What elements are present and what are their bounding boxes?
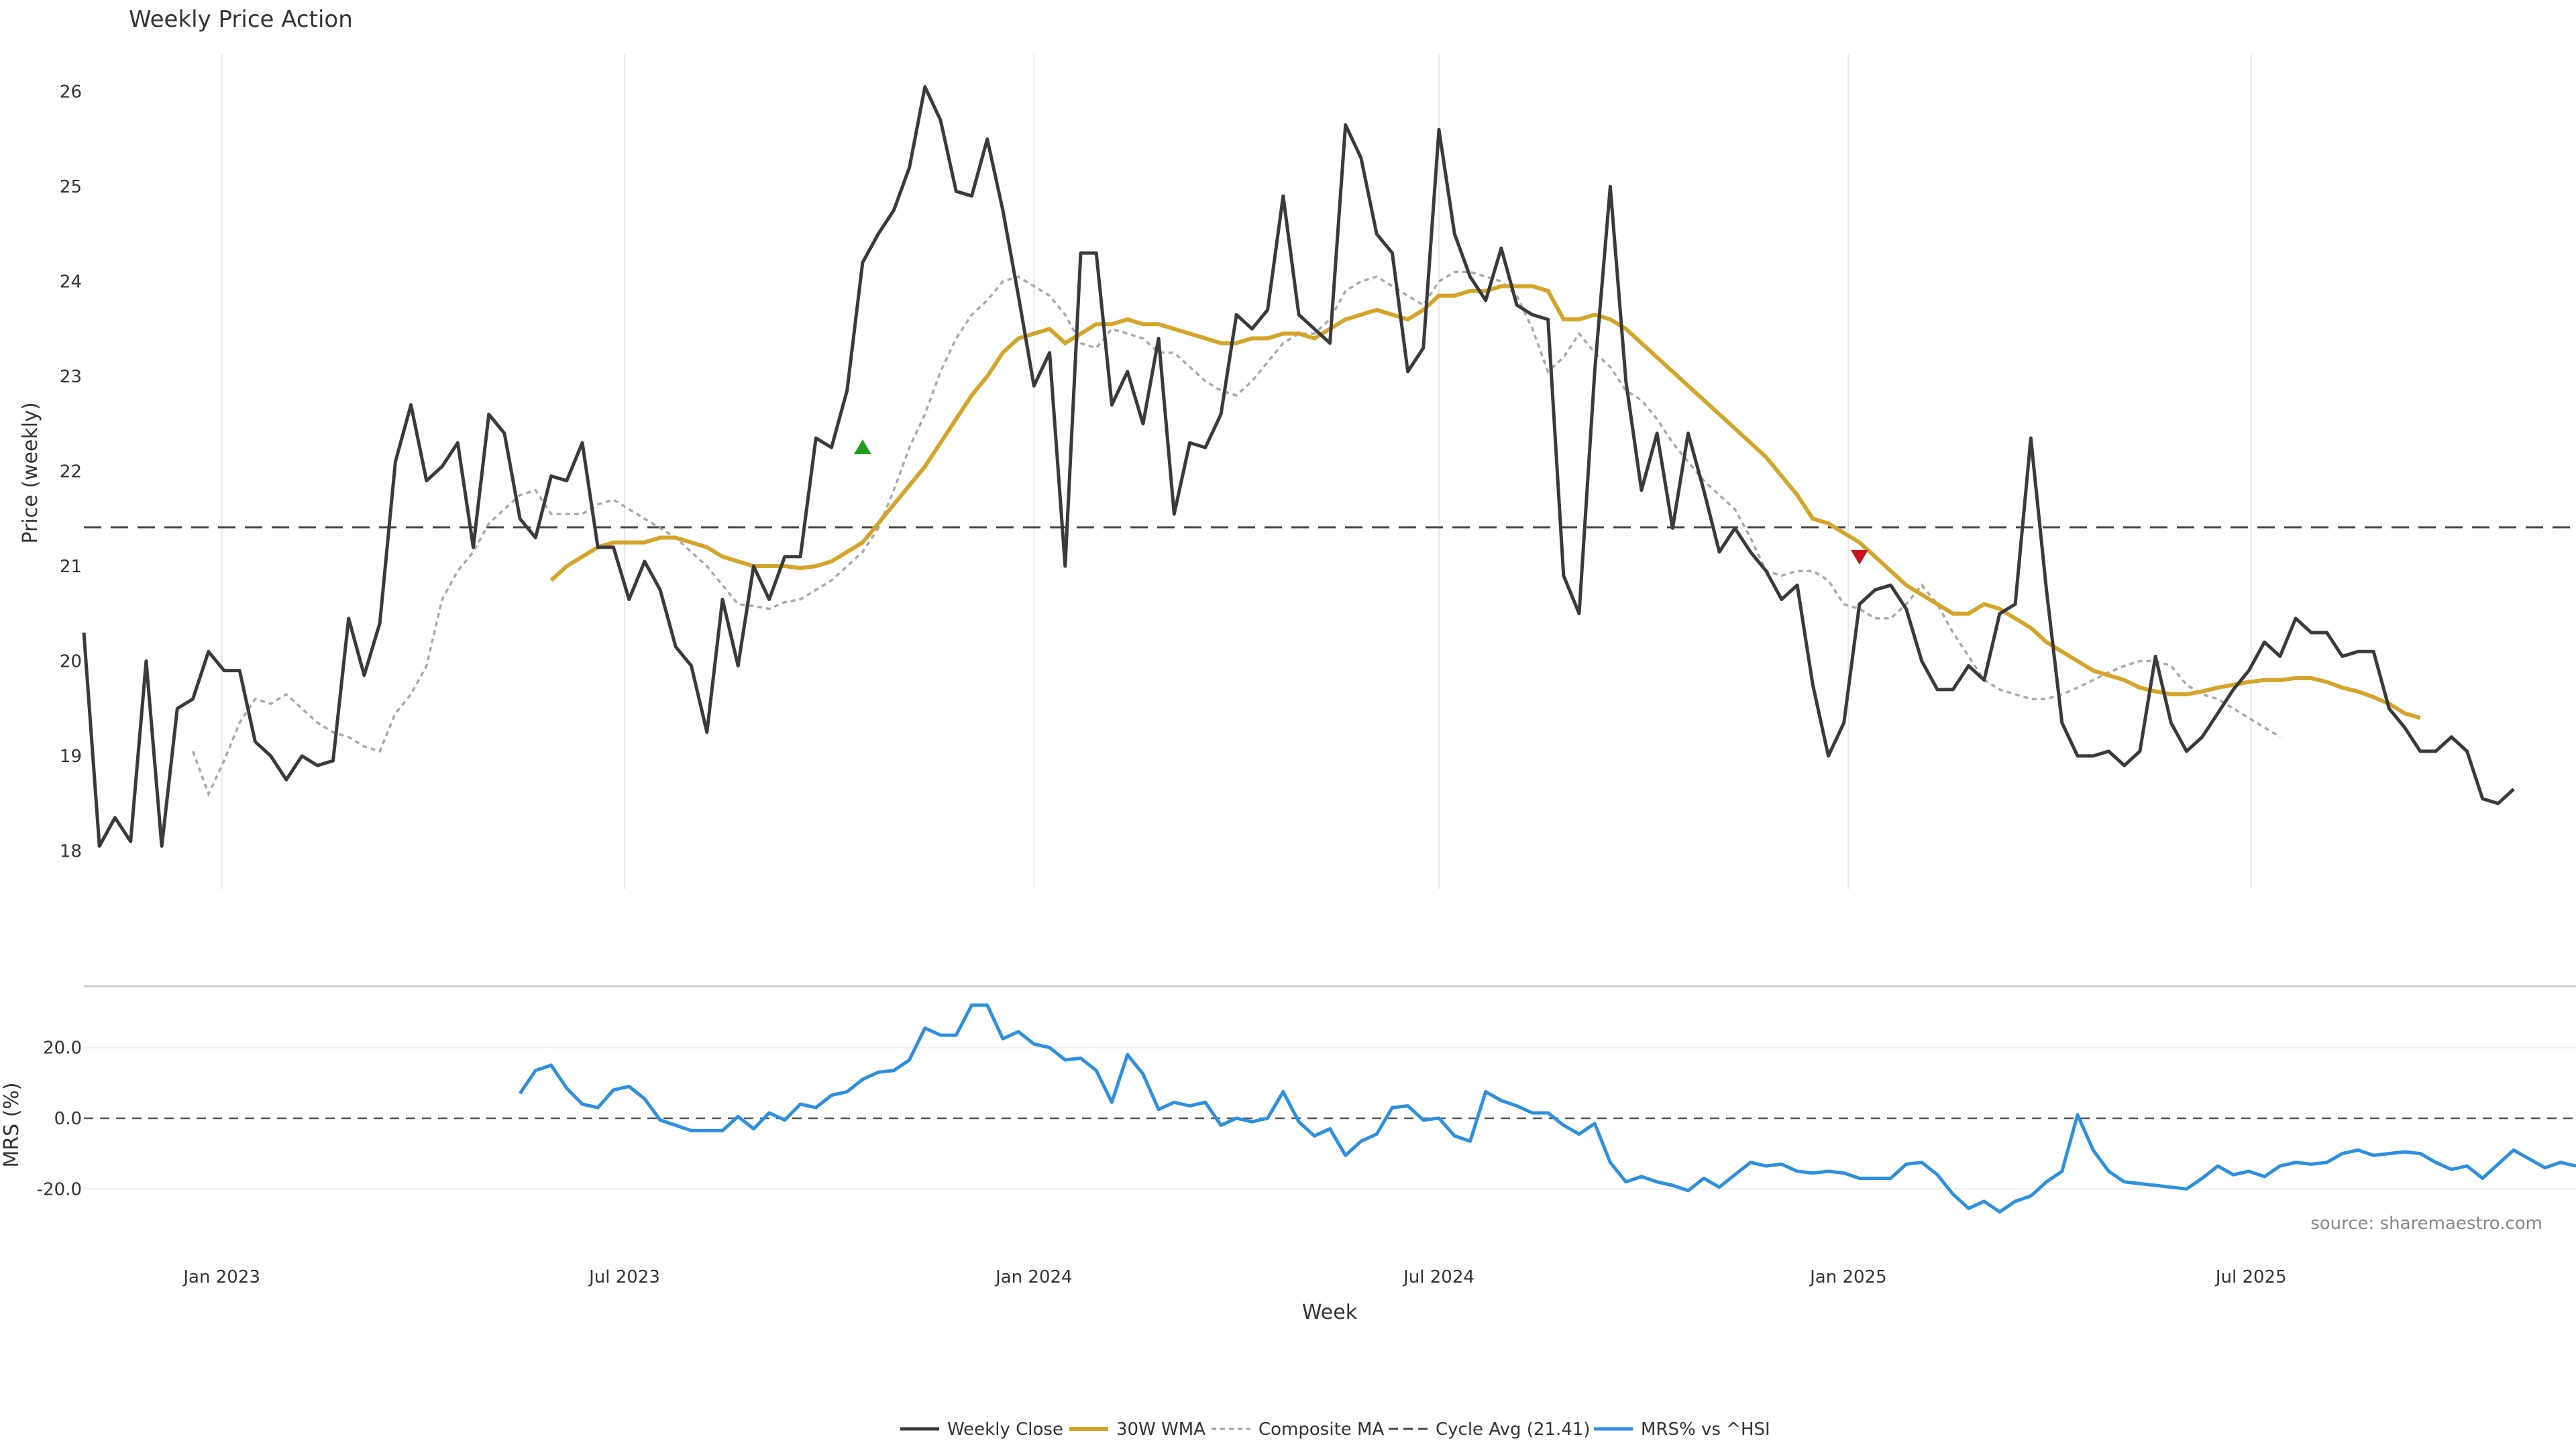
price-y-tick-label: 24 bbox=[60, 272, 82, 292]
composite-ma-line bbox=[191, 270, 2281, 798]
price-y-tick-label: 18 bbox=[60, 841, 82, 861]
price-y-tick-label: 25 bbox=[60, 177, 82, 197]
x-tick-label: Jan 2023 bbox=[182, 1267, 260, 1287]
buy-signal-marker bbox=[853, 439, 871, 455]
price-y-tick-label: 23 bbox=[60, 367, 82, 387]
sell-signal-marker bbox=[1850, 549, 1868, 565]
x-axis-ticks: Jan 2023 Jul 2023 Jan 2024 Jul 2024 Jan 2025… bbox=[182, 1267, 2286, 1287]
legend-label: 30W WMA bbox=[1116, 1419, 1205, 1440]
legend-label: Cycle Avg (21.41) bbox=[1436, 1419, 1590, 1440]
mrs-y-tick-label: 20.0 bbox=[43, 1038, 82, 1059]
price-y-tick-label: 20 bbox=[60, 651, 82, 672]
legend: Weekly Close 30W WMA Composite MA Cycle Avg… bbox=[900, 1419, 1770, 1440]
chart-title: Weekly Price Action bbox=[129, 6, 353, 33]
mrs-y-tick-label: -20.0 bbox=[37, 1179, 82, 1199]
price-y-ticks: 18 19 20 21 22 23 24 25 26 bbox=[60, 83, 82, 862]
x-tick-label: Jul 2024 bbox=[1402, 1267, 1474, 1287]
x-tick-label: Jul 2023 bbox=[588, 1267, 660, 1287]
price-panel: 18 19 20 21 22 23 24 25 26 Price (weekly) bbox=[19, 54, 2576, 889]
x-axis-label: Week bbox=[1302, 1301, 1358, 1324]
price-y-tick-label: 22 bbox=[60, 462, 82, 482]
price-vertical-grid bbox=[221, 54, 2252, 889]
x-tick-label: Jan 2024 bbox=[994, 1267, 1073, 1287]
mrs-y-axis-label: MRS (%) bbox=[0, 1082, 23, 1167]
x-tick-label: Jan 2025 bbox=[1809, 1267, 1887, 1287]
source-note: source: sharemaestro.com bbox=[2310, 1214, 2542, 1234]
price-y-axis-label: Price (weekly) bbox=[19, 402, 42, 543]
legend-label: Composite MA bbox=[1258, 1419, 1384, 1440]
mrs-y-ticks: 20.0 0.0 -20.0 bbox=[37, 1038, 2576, 1199]
price-y-tick-label: 26 bbox=[60, 83, 82, 103]
mrs-line bbox=[519, 1003, 2576, 1214]
x-tick-label: Jul 2025 bbox=[2214, 1267, 2287, 1287]
price-y-tick-label: 19 bbox=[60, 747, 82, 767]
mrs-y-tick-label: 0.0 bbox=[54, 1109, 82, 1129]
legend-label: Weekly Close bbox=[947, 1419, 1063, 1440]
wma-30w-line bbox=[549, 284, 2421, 720]
legend-label: MRS% vs ^HSI bbox=[1641, 1419, 1770, 1440]
weekly-close-line bbox=[82, 85, 2515, 848]
mrs-panel: 20.0 0.0 -20.0 MRS (%) source: sharemaestr… bbox=[0, 985, 2576, 1234]
price-y-tick-label: 21 bbox=[60, 557, 82, 577]
